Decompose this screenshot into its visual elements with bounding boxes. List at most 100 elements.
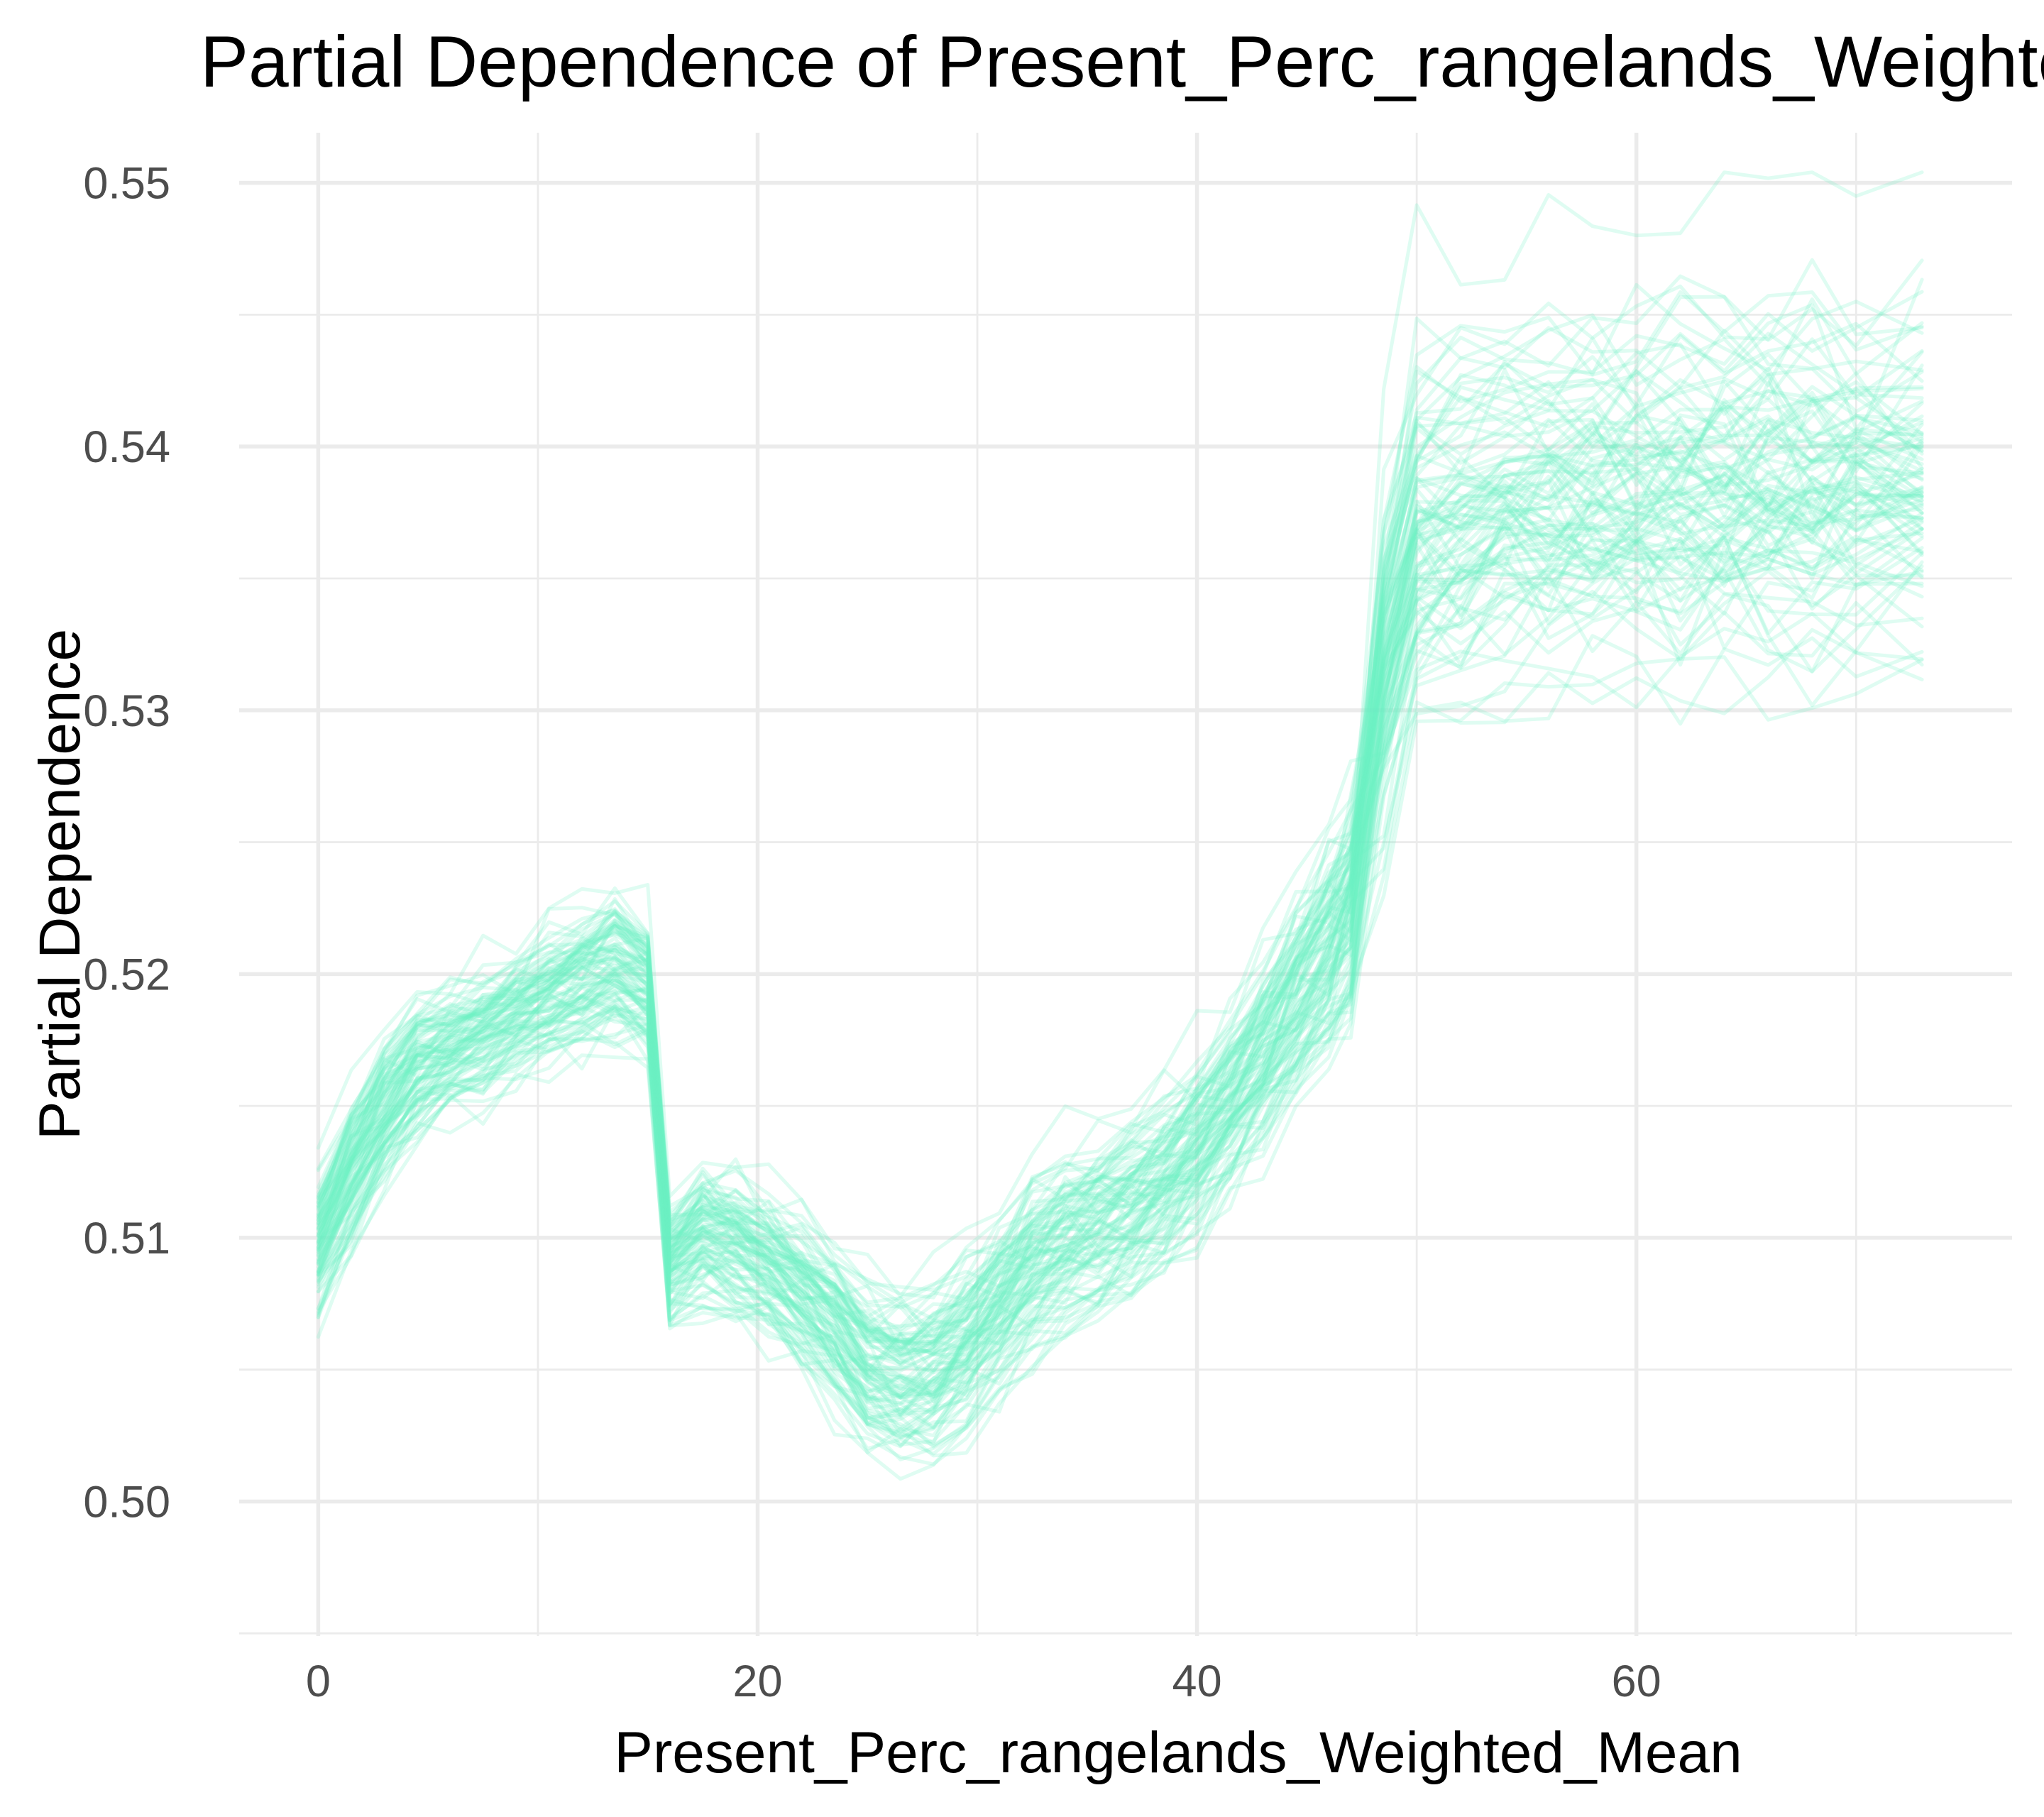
ice-line-1 bbox=[316, 466, 1924, 1461]
ice-line-67 bbox=[316, 413, 1924, 1405]
ice-line-32 bbox=[316, 363, 1924, 1333]
ice-line-89 bbox=[316, 422, 1924, 1445]
ice-line-48 bbox=[316, 459, 1924, 1416]
ice-line-22 bbox=[316, 515, 1924, 1458]
ice-line-29 bbox=[316, 398, 1924, 1340]
ice-line-15 bbox=[316, 443, 1924, 1332]
ice-line-40 bbox=[316, 352, 1924, 1348]
ice-line-70 bbox=[316, 416, 1924, 1448]
ice-line-13 bbox=[316, 290, 1924, 1349]
ice-line-12 bbox=[316, 368, 1924, 1310]
ice-line-80 bbox=[316, 419, 1924, 1404]
ice-line-85 bbox=[316, 508, 1924, 1466]
ice-line-6 bbox=[316, 385, 1924, 1334]
ice-line-82 bbox=[316, 540, 1924, 1371]
ice-line-8 bbox=[316, 515, 1924, 1400]
ice-line-38 bbox=[316, 527, 1924, 1319]
ice-line-98 bbox=[316, 517, 1924, 1298]
ice-line-36 bbox=[316, 371, 1924, 1400]
ice-line-99 bbox=[316, 573, 1924, 1439]
ice-line-95 bbox=[316, 170, 1924, 1365]
ice-line-73 bbox=[316, 490, 1924, 1351]
ice-line-69 bbox=[316, 372, 1924, 1395]
ice-line-31 bbox=[316, 452, 1924, 1401]
ice-line-92 bbox=[316, 369, 1924, 1391]
ice-line-25 bbox=[316, 460, 1924, 1400]
ice-line-54 bbox=[316, 420, 1924, 1349]
ice-line-74 bbox=[316, 438, 1924, 1404]
ice-line-41 bbox=[316, 482, 1924, 1438]
ice-line-81 bbox=[316, 554, 1924, 1440]
ice-line-43 bbox=[316, 445, 1924, 1365]
ice-line-44 bbox=[316, 336, 1924, 1346]
ice-line-0 bbox=[316, 402, 1924, 1388]
ice-line-53 bbox=[316, 404, 1924, 1366]
ice-line-96 bbox=[316, 368, 1924, 1361]
y-tick-label-2: 0.52 bbox=[83, 950, 170, 999]
ice-line-56 bbox=[316, 486, 1924, 1415]
ice-line-78 bbox=[316, 258, 1924, 1410]
ice-line-72 bbox=[316, 634, 1924, 1434]
ice-line-23 bbox=[316, 505, 1924, 1427]
ice-line-51 bbox=[316, 429, 1924, 1429]
ice-line-24 bbox=[316, 522, 1924, 1350]
ice-line-55 bbox=[316, 557, 1924, 1396]
ice-line-35 bbox=[316, 481, 1924, 1344]
ice-line-62 bbox=[316, 431, 1924, 1396]
ice-line-84 bbox=[316, 396, 1924, 1429]
ice-line-79 bbox=[316, 322, 1924, 1344]
x-tick-label-0: 0 bbox=[306, 1657, 331, 1706]
ice-line-2 bbox=[316, 589, 1924, 1360]
ice-line-52 bbox=[316, 498, 1924, 1436]
ice-line-10 bbox=[316, 534, 1924, 1447]
ice-line-65 bbox=[316, 290, 1924, 1367]
ice-line-66 bbox=[316, 537, 1924, 1305]
chart-title: Partial Dependence of Present_Perc_range… bbox=[200, 21, 2044, 102]
ice-line-34 bbox=[316, 303, 1924, 1367]
ice-line-94 bbox=[316, 566, 1924, 1418]
y-tick-label-0: 0.50 bbox=[83, 1477, 170, 1527]
ice-line-28 bbox=[316, 462, 1924, 1398]
ice-line-76 bbox=[316, 479, 1924, 1397]
ice-line-87 bbox=[316, 278, 1924, 1421]
ice-line-88 bbox=[316, 492, 1924, 1362]
ice-line-47 bbox=[316, 471, 1924, 1393]
ice-line-83 bbox=[316, 482, 1924, 1430]
x-tick-label-3: 60 bbox=[1612, 1657, 1661, 1706]
ice-line-19 bbox=[316, 414, 1924, 1399]
ice-line-45 bbox=[316, 612, 1924, 1356]
ice-line-61 bbox=[316, 379, 1924, 1409]
ice-line-20 bbox=[316, 564, 1924, 1329]
ice-line-30 bbox=[316, 655, 1924, 1449]
ice-line-16 bbox=[316, 282, 1924, 1292]
ice-line-14 bbox=[316, 389, 1924, 1356]
ice-line-97 bbox=[316, 458, 1924, 1456]
y-tick-label-5: 0.55 bbox=[83, 159, 170, 209]
ice-line-91 bbox=[316, 387, 1924, 1342]
ice-line-21 bbox=[316, 434, 1924, 1373]
x-tick-label-1: 20 bbox=[732, 1657, 782, 1706]
tick-labels-layer: 0.50 0.51 0.52 0.53 0.54 0.55 0 20 40 60 bbox=[83, 159, 1661, 1706]
ice-line-50 bbox=[316, 520, 1924, 1440]
ice-line-11 bbox=[316, 414, 1924, 1352]
ice-line-7 bbox=[316, 525, 1924, 1402]
ice-line-77 bbox=[316, 434, 1924, 1387]
ice-line-64 bbox=[316, 295, 1924, 1376]
ice-line-75 bbox=[316, 460, 1924, 1300]
x-tick-label-2: 40 bbox=[1172, 1657, 1222, 1706]
y-axis-label: Partial Dependence bbox=[28, 629, 92, 1140]
ice-line-93 bbox=[316, 471, 1924, 1449]
ice-line-33 bbox=[316, 432, 1924, 1420]
ice-line-39 bbox=[316, 395, 1924, 1373]
ice-line-60 bbox=[316, 329, 1924, 1393]
ice-line-17 bbox=[316, 443, 1924, 1417]
ice-lines-layer bbox=[316, 170, 1924, 1481]
ice-line-49 bbox=[316, 456, 1924, 1326]
ice-line-68 bbox=[316, 484, 1924, 1342]
ice-line-37 bbox=[316, 484, 1924, 1416]
ice-line-5 bbox=[316, 474, 1924, 1374]
y-tick-label-4: 0.54 bbox=[83, 422, 170, 472]
ice-line-57 bbox=[316, 461, 1924, 1336]
